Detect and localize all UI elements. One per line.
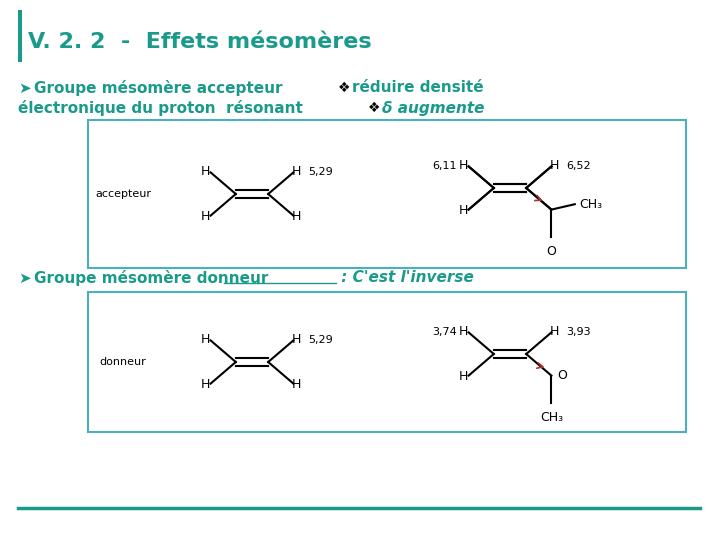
Text: Groupe mésomère accepteur: Groupe mésomère accepteur xyxy=(34,80,282,96)
Text: électronique du proton  résonant: électronique du proton résonant xyxy=(18,100,303,116)
Text: 6,11: 6,11 xyxy=(432,161,456,171)
Text: H: H xyxy=(549,159,559,172)
Text: H: H xyxy=(459,370,469,383)
Text: 6,52: 6,52 xyxy=(566,161,590,171)
Text: H: H xyxy=(292,333,301,346)
Bar xyxy=(88,292,686,432)
Text: ❖: ❖ xyxy=(368,101,380,115)
Text: O: O xyxy=(546,245,557,258)
Text: ➤: ➤ xyxy=(18,80,31,96)
Text: Groupe mésomère donneur: Groupe mésomère donneur xyxy=(34,270,269,286)
Text: : C'est l'inverse: : C'est l'inverse xyxy=(336,271,474,286)
Text: 3,74: 3,74 xyxy=(432,327,456,336)
Text: donneur: donneur xyxy=(99,357,146,367)
Text: δ augmente: δ augmente xyxy=(382,100,485,116)
Bar xyxy=(88,120,686,268)
Text: 5,29: 5,29 xyxy=(308,335,333,345)
Text: accepteur: accepteur xyxy=(95,189,151,199)
Text: H: H xyxy=(459,325,469,338)
Text: CH₃: CH₃ xyxy=(579,198,602,211)
Text: H: H xyxy=(292,210,301,223)
Text: 3,93: 3,93 xyxy=(566,327,590,336)
Text: ❖: ❖ xyxy=(338,81,351,95)
Text: H: H xyxy=(459,204,469,217)
Text: O: O xyxy=(557,369,567,382)
Text: H: H xyxy=(292,165,301,178)
Text: H: H xyxy=(549,325,559,338)
Text: V. 2. 2  -  Effets mésomères: V. 2. 2 - Effets mésomères xyxy=(28,32,372,52)
Text: H: H xyxy=(201,210,210,223)
Bar xyxy=(18,10,22,62)
Text: ➤: ➤ xyxy=(18,271,31,286)
Text: H: H xyxy=(459,159,469,172)
Text: H: H xyxy=(201,378,210,391)
Text: H: H xyxy=(201,333,210,346)
Text: réduire densité: réduire densité xyxy=(352,80,484,96)
Text: H: H xyxy=(201,165,210,178)
Text: 5,29: 5,29 xyxy=(308,167,333,177)
Text: H: H xyxy=(292,378,301,391)
Text: CH₃: CH₃ xyxy=(540,410,563,423)
